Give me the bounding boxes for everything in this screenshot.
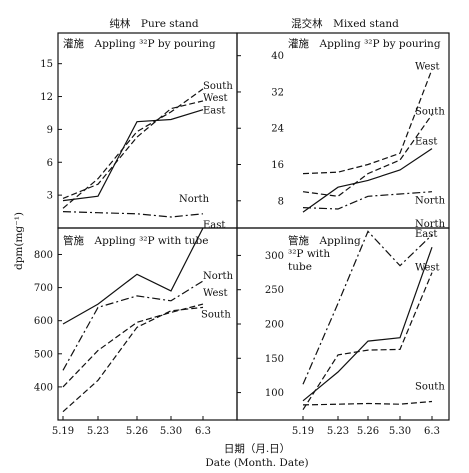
x-tick-label: 5.26 xyxy=(357,426,379,437)
y-tick-label: 300 xyxy=(265,251,284,262)
panel-title-line: ³²P with xyxy=(288,248,330,260)
y-tick-label: 32 xyxy=(271,87,284,98)
series-line-west xyxy=(62,303,204,388)
series-label-south: South xyxy=(201,309,231,320)
series-label-east: East xyxy=(415,137,437,148)
y-tick-label: 400 xyxy=(34,382,53,393)
series-line-north xyxy=(302,230,433,385)
x-tick-label: 5.30 xyxy=(160,426,182,437)
panel-title: 灌施 Appling ³²P by pouring xyxy=(288,37,441,50)
y-tick-label: 200 xyxy=(265,320,284,331)
panel-title-line: tube xyxy=(288,261,312,273)
series-line-west xyxy=(302,272,433,411)
series-label-west: West xyxy=(415,263,440,274)
series-label-west: West xyxy=(203,93,228,104)
panel-top-left: 3 6 9 12 15 灌施 Appling ³²P by pouring SouthWes… xyxy=(40,32,238,229)
y-tick-label: 100 xyxy=(265,388,284,399)
y-tick-label: 700 xyxy=(34,283,53,294)
y-tick-label: 40 xyxy=(271,51,284,62)
y-tick-label: 9 xyxy=(47,125,53,136)
x-tick-label: 5.19 xyxy=(292,426,314,437)
x-tick-label: 5.30 xyxy=(389,426,411,437)
panel-title: 灌施 Appling ³²P by pouring xyxy=(63,37,216,50)
y-tick-label: 250 xyxy=(265,285,284,296)
series-label-north: North xyxy=(179,194,210,205)
panel-title: 管施 Appling ³²P with tube xyxy=(63,234,208,247)
series-label-east: East xyxy=(203,220,225,231)
y-tick-label: 500 xyxy=(34,349,53,360)
y-tick-label: 6 xyxy=(47,158,53,169)
x-tick-label: 5.19 xyxy=(52,426,74,437)
y-tick-label: 150 xyxy=(265,354,284,365)
panel-frame xyxy=(57,227,238,421)
series-label-west: West xyxy=(415,61,440,72)
panel-bottom-right: 100 150 200 250 300 5.19 5.23 5.26 5.30 6.3 管施 App… xyxy=(236,219,450,437)
x-tick-label: 6.3 xyxy=(424,426,440,437)
y-tick-label: 16 xyxy=(271,160,284,171)
y-tick-label: 600 xyxy=(34,316,53,327)
y-tick-label: 3 xyxy=(47,191,53,202)
y-tick-label: 24 xyxy=(271,124,284,135)
x-tick-label: 6.3 xyxy=(195,426,211,437)
series-label-south: South xyxy=(415,381,445,392)
x-tick-label: 5.26 xyxy=(126,426,148,437)
x-axis-title-en: Date (Month. Date) xyxy=(205,457,308,469)
series-line-east xyxy=(302,148,433,213)
series-label-west: West xyxy=(203,288,228,299)
series-line-south xyxy=(302,114,433,197)
x-axis-title-cn: 日期（月.日） xyxy=(224,443,290,455)
y-tick-label: 15 xyxy=(40,59,53,70)
series-label-north: North xyxy=(415,219,446,230)
x-tick-label: 5.23 xyxy=(87,426,109,437)
series-label-north: North xyxy=(415,196,446,207)
panel-bottom-left: 400 500 600 700 800 5.19 5.23 5.26 5.30 6.3 管施 App… xyxy=(34,220,238,437)
y-tick-label: 8 xyxy=(278,196,284,207)
panel-title-line: 管施 Appling xyxy=(288,234,361,247)
series-label-east: East xyxy=(203,106,225,117)
series-line-east xyxy=(62,227,204,325)
y-tick-label: 12 xyxy=(40,92,53,103)
series-line-east xyxy=(62,109,204,202)
series-label-south: South xyxy=(203,81,233,92)
panel-top-right: 8 16 24 32 40 灌施 Appling ³²P by pouring West So… xyxy=(236,32,450,229)
x-tick-label: 5.23 xyxy=(327,426,349,437)
series-line-north xyxy=(62,211,204,218)
series-line-east xyxy=(302,246,433,402)
y-tick-label: 800 xyxy=(34,250,53,261)
column-title-mixed-stand: 混交林 Mixed stand xyxy=(291,17,399,30)
series-line-south xyxy=(302,400,433,406)
series-label-north: North xyxy=(203,271,234,282)
y-axis-title: dpm(mg⁻¹) xyxy=(13,212,25,270)
series-line-south xyxy=(62,306,204,413)
panel-frame xyxy=(57,32,238,229)
series-label-east: East xyxy=(415,229,437,240)
series-line-west xyxy=(62,100,204,199)
column-title-pure-stand: 纯林 Pure stand xyxy=(109,17,199,30)
series-label-south: South xyxy=(415,107,445,118)
series-line-north xyxy=(62,280,204,371)
series-line-west xyxy=(302,69,433,175)
series-line-north xyxy=(302,191,433,210)
series-line-south xyxy=(62,88,204,209)
